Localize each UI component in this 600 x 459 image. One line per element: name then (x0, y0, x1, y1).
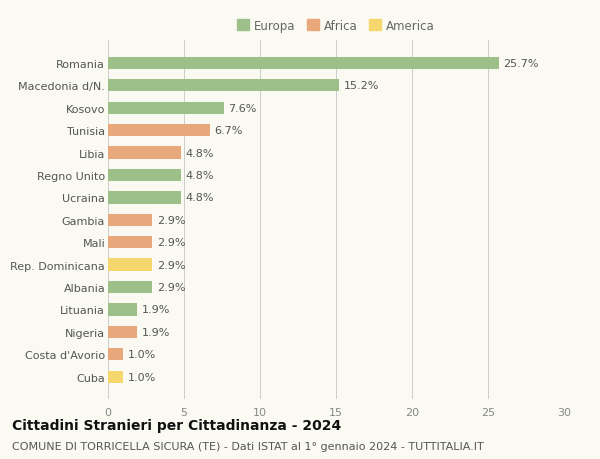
Bar (108, 348, 123, 361)
Text: 4.8%: 4.8% (185, 193, 214, 203)
Text: 2.9%: 2.9% (157, 282, 185, 292)
Text: 4.8%: 4.8% (185, 148, 214, 158)
Bar (108, 371, 123, 383)
Text: 6.7%: 6.7% (214, 126, 243, 136)
Bar (108, 80, 339, 92)
Text: 1.9%: 1.9% (142, 327, 170, 337)
Text: 1.0%: 1.0% (128, 350, 156, 359)
Text: 2.9%: 2.9% (157, 215, 185, 225)
Bar (108, 125, 210, 137)
Text: 4.8%: 4.8% (185, 171, 214, 180)
Text: 2.9%: 2.9% (157, 238, 185, 248)
Bar (108, 236, 152, 249)
Bar (108, 304, 137, 316)
Text: 1.9%: 1.9% (142, 305, 170, 315)
Text: Cittadini Stranieri per Cittadinanza - 2024: Cittadini Stranieri per Cittadinanza - 2… (12, 418, 341, 431)
Text: 2.9%: 2.9% (157, 260, 185, 270)
Text: 15.2%: 15.2% (344, 81, 379, 91)
Legend: Europa, Africa, America: Europa, Africa, America (233, 15, 439, 37)
Bar (108, 102, 224, 115)
Bar (108, 192, 181, 204)
Bar (108, 57, 499, 70)
Bar (108, 259, 152, 271)
Bar (108, 214, 152, 226)
Bar (108, 281, 152, 294)
Text: COMUNE DI TORRICELLA SICURA (TE) - Dati ISTAT al 1° gennaio 2024 - TUTTITALIA.IT: COMUNE DI TORRICELLA SICURA (TE) - Dati … (12, 441, 484, 451)
Text: 1.0%: 1.0% (128, 372, 156, 382)
Text: 25.7%: 25.7% (503, 59, 539, 69)
Bar (108, 147, 181, 159)
Bar (108, 326, 137, 338)
Text: 7.6%: 7.6% (228, 103, 256, 113)
Bar (108, 169, 181, 182)
